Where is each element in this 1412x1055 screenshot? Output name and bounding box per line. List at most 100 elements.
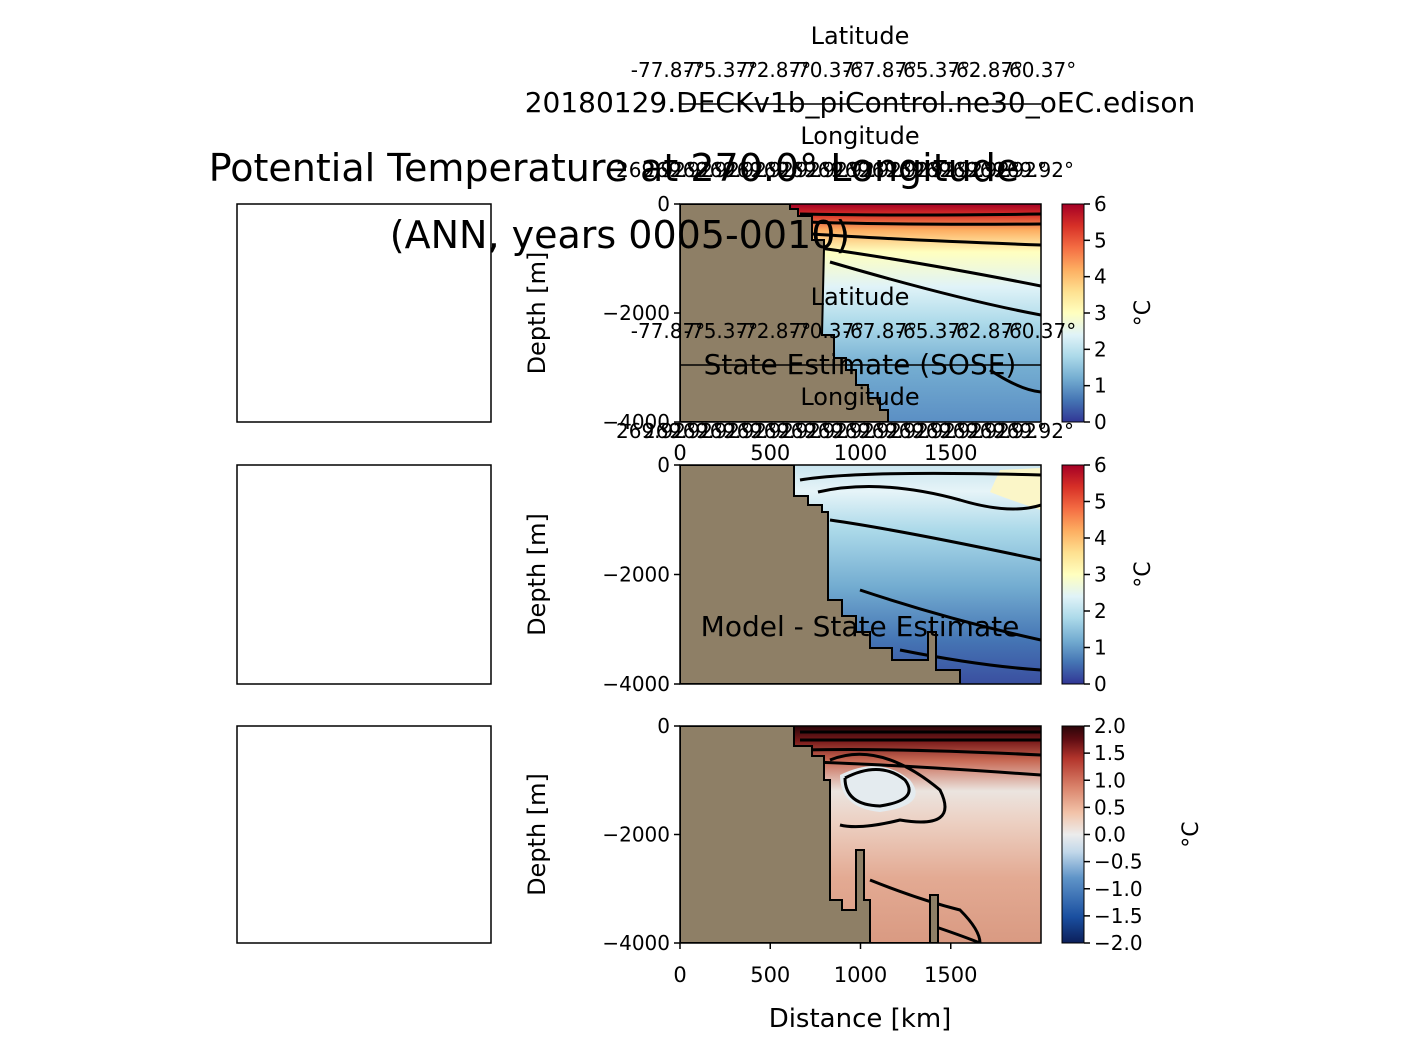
colorbar-model <box>1061 203 1085 423</box>
x-axis-label: Distance [km] <box>769 1004 952 1034</box>
longitude-axis-label: Longitude <box>800 122 919 150</box>
colorbar-label: °C <box>1131 561 1156 587</box>
longitude-tick-label: 269.92° <box>886 158 966 182</box>
longitude-tick-label: 269.92° <box>832 158 912 182</box>
latitude-tick-label: -60.37° <box>1002 58 1076 82</box>
panel-sose <box>679 464 1042 685</box>
longitude-tick-label: 269.92° <box>940 419 1020 443</box>
longitude-tick-label: 269.92° <box>778 158 858 182</box>
latitude-tick-label: -60.37° <box>1002 319 1076 343</box>
latitude-axis-label: Latitude <box>811 283 910 311</box>
x-tick-label: 0 <box>673 963 686 987</box>
colorbar-tick-label: 5 <box>1094 490 1107 514</box>
latitude-tick-label: -65.37° <box>896 58 970 82</box>
colorbar-tick-label: 1.0 <box>1094 768 1126 792</box>
y-axis-label: Depth [m] <box>523 513 551 636</box>
empty-axes-top <box>236 203 492 423</box>
colorbar-tick-label: 3 <box>1094 563 1107 587</box>
panel-model <box>679 203 1042 423</box>
longitude-tick-label: 269.92° <box>670 158 750 182</box>
panel-difference <box>679 725 1042 944</box>
longitude-axis-label: Longitude <box>800 383 919 411</box>
y-tick-label: −4000 <box>602 672 670 696</box>
empty-axes-bottom <box>236 725 492 944</box>
panel-title: Model - State Estimate <box>701 610 1020 643</box>
longitude-tick-label: 269.92° <box>616 419 696 443</box>
colorbar-tick-label: 5 <box>1094 228 1107 252</box>
latitude-tick-label: -70.37° <box>790 58 864 82</box>
latitude-tick-label: -67.87° <box>843 58 917 82</box>
longitude-tick-label: 269.92° <box>724 158 804 182</box>
latitude-tick-label: -65.37° <box>896 319 970 343</box>
longitude-tick-label: 269.92° <box>724 419 804 443</box>
colorbar-tick-label: 4 <box>1094 526 1107 550</box>
longitude-tick-label: 269.92° <box>940 158 1020 182</box>
latitude-tick-label: -77.87° <box>631 319 705 343</box>
land-mask <box>680 204 889 422</box>
land-mask <box>680 726 939 943</box>
longitude-tick-label: 269.92° <box>859 419 939 443</box>
latitude-tick-label: -72.87° <box>737 58 811 82</box>
x-tick-label: 500 <box>750 441 790 465</box>
colorbar-tick-label: 1 <box>1094 374 1107 398</box>
longitude-tick-label: 269.92° <box>643 419 723 443</box>
y-tick-label: −2000 <box>602 823 670 847</box>
x-tick-label: 1500 <box>924 963 977 987</box>
longitude-tick-label: 269.92° <box>643 158 723 182</box>
colorbar-label: °C <box>1179 821 1204 847</box>
x-tick-label: 0 <box>673 441 686 465</box>
longitude-tick-label: 269.92° <box>913 158 993 182</box>
longitude-tick-label: 269.92° <box>805 419 885 443</box>
colorbar-label: °C <box>1131 300 1156 326</box>
latitude-tick-label: -70.37° <box>790 319 864 343</box>
colorbar-tick-label: −0.5 <box>1094 850 1143 874</box>
y-tick-label: −4000 <box>602 931 670 955</box>
colorbar-tick-label: −1.0 <box>1094 877 1143 901</box>
longitude-tick-label: 269.92° <box>697 419 777 443</box>
latitude-tick-label: -75.37° <box>684 319 758 343</box>
panel-3-title-group: Model - State Estimate <box>701 610 1020 643</box>
y-tick-label: 0 <box>657 453 670 477</box>
y-axis-label: Depth [m] <box>523 773 551 896</box>
y-tick-label: 0 <box>657 714 670 738</box>
figure-suptitle: Potential Temperature at 270.0° Longitud… <box>209 146 1032 257</box>
colorbar-tick-label: 2.0 <box>1094 714 1126 738</box>
temperature-contours <box>799 212 1041 394</box>
colorbar-tick-label: 3 <box>1094 301 1107 325</box>
colorbar-tick-label: 2 <box>1094 337 1107 361</box>
latitude-tick-label: -67.87° <box>843 319 917 343</box>
latitude-tick-label: -77.87° <box>631 58 705 82</box>
longitude-tick-label: 269.92° <box>751 419 831 443</box>
longitude-tick-label: 269.92° <box>751 158 831 182</box>
colorbar-tick-label: 0 <box>1094 410 1107 434</box>
colorbar-tick-label: −2.0 <box>1094 931 1143 955</box>
colorbar-difference <box>1061 725 1085 944</box>
latitude-tick-label: -62.87° <box>949 58 1023 82</box>
land-mask <box>680 465 961 684</box>
colorbar-tick-label: 0.0 <box>1094 823 1126 847</box>
longitude-tick-label: 269.92° <box>913 419 993 443</box>
colorbar-tick-label: 6 <box>1094 453 1107 477</box>
longitude-tick-label: 269.92° <box>859 158 939 182</box>
colorbar-tick-label: 2 <box>1094 599 1107 623</box>
longitude-tick-label: 269.92° <box>967 158 1047 182</box>
colorbar-tick-label: 1 <box>1094 636 1107 660</box>
longitude-tick-label: 269.92° <box>994 158 1074 182</box>
y-tick-label: 0 <box>657 192 670 216</box>
latitude-tick-label: -72.87° <box>737 319 811 343</box>
longitude-tick-label: 269.92° <box>697 158 777 182</box>
x-tick-label: 1000 <box>834 441 887 465</box>
y-tick-label: −4000 <box>602 410 670 434</box>
colorbar-tick-label: 0.5 <box>1094 795 1126 819</box>
panel-title: 20180129.DECKv1b_piControl.ne30_oEC.edis… <box>525 86 1196 119</box>
latitude-axis-label: Latitude <box>811 22 910 50</box>
colorbar-tick-label: 4 <box>1094 265 1107 289</box>
longitude-tick-label: 269.92° <box>778 419 858 443</box>
longitude-tick-label: 269.92° <box>832 419 912 443</box>
longitude-tick-label: 269.92° <box>967 419 1047 443</box>
panel-1-title-group: 20180129.DECKv1b_piControl.ne30_oEC.edis… <box>525 86 1196 119</box>
x-tick-label: 1500 <box>924 441 977 465</box>
x-tick-label: 1000 <box>834 963 887 987</box>
longitude-tick-label: 269.92° <box>670 419 750 443</box>
latitude-tick-label: -75.37° <box>684 58 758 82</box>
